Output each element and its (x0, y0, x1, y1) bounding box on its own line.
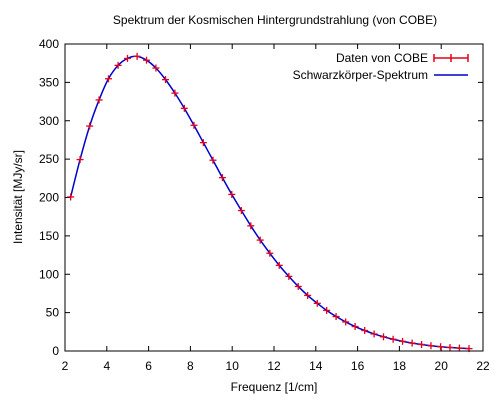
cobe-data-point (76, 156, 84, 164)
y-axis-title: Intensität [MJy/sr] (11, 150, 25, 244)
x-tick-label: 22 (476, 359, 490, 373)
cobe-data-point (332, 313, 340, 321)
x-tick-label: 6 (145, 359, 152, 373)
blackbody-curve-line (69, 55, 470, 350)
cobe-data-points-layer (67, 52, 473, 353)
y-tick-label: 50 (46, 306, 60, 320)
legend-label-blackbody: Schwarzkörper-Spektrum (293, 68, 428, 82)
axis-ticks: 2 4 6 8 10 12 14 16 18 20 22 0 50 100 150 200 250 300 350 4… (39, 37, 490, 373)
chart-title: Spektrum der Kosmischen Hintergrundstrah… (113, 13, 437, 27)
legend: Daten von COBE Schwarzkörper-Spektrum (293, 51, 469, 82)
cobe-data-point (304, 291, 312, 299)
cobe-data-point (86, 122, 94, 130)
x-tick-label: 12 (267, 359, 281, 373)
cobe-data-point (427, 342, 435, 350)
cobe-data-point (237, 207, 245, 215)
y-tick-label: 0 (52, 344, 59, 358)
cobe-data-point (171, 89, 179, 97)
x-tick-label: 14 (309, 359, 323, 373)
cobe-data-point (275, 261, 283, 269)
y-tick-label: 150 (39, 229, 59, 243)
y-tick-label: 250 (39, 152, 59, 166)
cobe-data-point (228, 190, 236, 198)
cobe-data-point (418, 340, 426, 348)
cobe-data-point (152, 64, 160, 72)
x-tick-label: 2 (62, 359, 69, 373)
cobe-data-point (190, 121, 198, 129)
cobe-data-point (104, 75, 112, 83)
cobe-data-point (361, 327, 369, 335)
cobe-data-point (399, 337, 407, 345)
cobe-data-point (389, 335, 397, 343)
cobe-data-point (313, 299, 321, 307)
cobe-data-point (455, 344, 463, 352)
y-tick-label: 350 (39, 75, 59, 89)
legend-swatch-cobe-data (433, 54, 469, 62)
x-tick-label: 18 (393, 359, 407, 373)
cobe-data-point (123, 54, 131, 62)
cobe-data-point (114, 61, 122, 69)
cobe-data-point (67, 193, 75, 201)
cobe-data-point (285, 272, 293, 280)
cobe-data-point (408, 339, 416, 347)
blackbody-curve-layer (69, 55, 470, 350)
cobe-data-point (370, 330, 378, 338)
x-tick-label: 16 (351, 359, 365, 373)
cobe-data-point (133, 52, 141, 60)
cobe-data-point (256, 236, 264, 244)
legend-label-cobe-data: Daten von COBE (336, 51, 428, 65)
cobe-data-point (218, 174, 226, 182)
y-tick-label: 100 (39, 267, 59, 281)
cobe-data-point (95, 96, 103, 104)
y-tick-label: 300 (39, 114, 59, 128)
cobe-data-point (446, 343, 454, 351)
cobe-data-point (209, 156, 217, 164)
plot-frame (64, 43, 484, 352)
cobe-data-point (294, 282, 302, 290)
cobe-data-point (180, 104, 188, 112)
cobe-data-point (323, 306, 331, 314)
x-tick-label: 20 (435, 359, 449, 373)
x-axis-title: Frequenz [1/cm] (231, 380, 318, 394)
cobe-data-point (351, 323, 359, 331)
x-tick-label: 8 (187, 359, 194, 373)
y-tick-label: 400 (39, 37, 59, 51)
cobe-data-point (247, 222, 255, 230)
cobe-data-point (199, 139, 207, 147)
x-tick-label: 4 (103, 359, 110, 373)
cobe-data-point (266, 249, 274, 257)
y-tick-label: 200 (39, 191, 59, 205)
cobe-data-point (437, 343, 445, 351)
cobe-data-point (342, 318, 350, 326)
cobe-data-point (143, 56, 151, 64)
cobe-data-point (162, 76, 170, 84)
cobe-data-point (380, 333, 388, 341)
x-tick-label: 10 (226, 359, 240, 373)
